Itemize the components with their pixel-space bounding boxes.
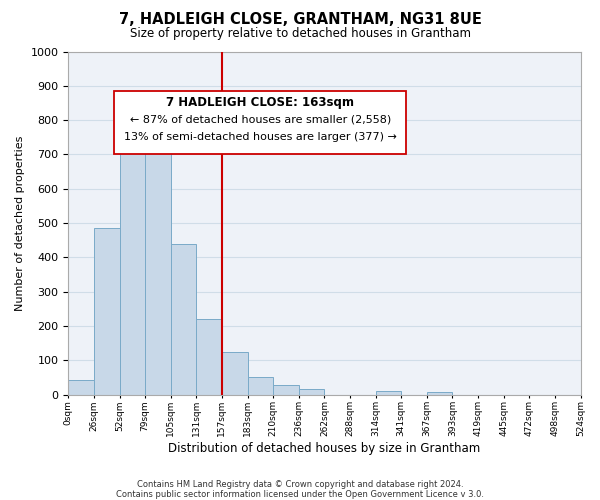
- Bar: [119, 138, 145, 394]
- Bar: [94, 228, 119, 394]
- Bar: [196, 319, 222, 394]
- Y-axis label: Number of detached properties: Number of detached properties: [15, 136, 25, 310]
- Bar: [68, 380, 94, 394]
- Text: ← 87% of detached houses are smaller (2,558): ← 87% of detached houses are smaller (2,…: [130, 114, 391, 124]
- Text: Contains HM Land Registry data © Crown copyright and database right 2024.: Contains HM Land Registry data © Crown c…: [137, 480, 463, 489]
- Bar: [145, 124, 171, 394]
- Bar: [376, 391, 401, 394]
- Text: 7, HADLEIGH CLOSE, GRANTHAM, NG31 8UE: 7, HADLEIGH CLOSE, GRANTHAM, NG31 8UE: [119, 12, 481, 28]
- Text: Size of property relative to detached houses in Grantham: Size of property relative to detached ho…: [130, 28, 470, 40]
- Bar: [248, 376, 273, 394]
- Bar: [222, 352, 248, 395]
- Bar: [273, 385, 299, 394]
- Bar: [171, 244, 196, 394]
- Text: 13% of semi-detached houses are larger (377) →: 13% of semi-detached houses are larger (…: [124, 132, 397, 142]
- X-axis label: Distribution of detached houses by size in Grantham: Distribution of detached houses by size …: [168, 442, 481, 455]
- Bar: [427, 392, 452, 394]
- Text: Contains public sector information licensed under the Open Government Licence v : Contains public sector information licen…: [116, 490, 484, 499]
- Bar: [299, 390, 325, 394]
- FancyBboxPatch shape: [115, 91, 406, 154]
- Text: 7 HADLEIGH CLOSE: 163sqm: 7 HADLEIGH CLOSE: 163sqm: [166, 96, 355, 109]
